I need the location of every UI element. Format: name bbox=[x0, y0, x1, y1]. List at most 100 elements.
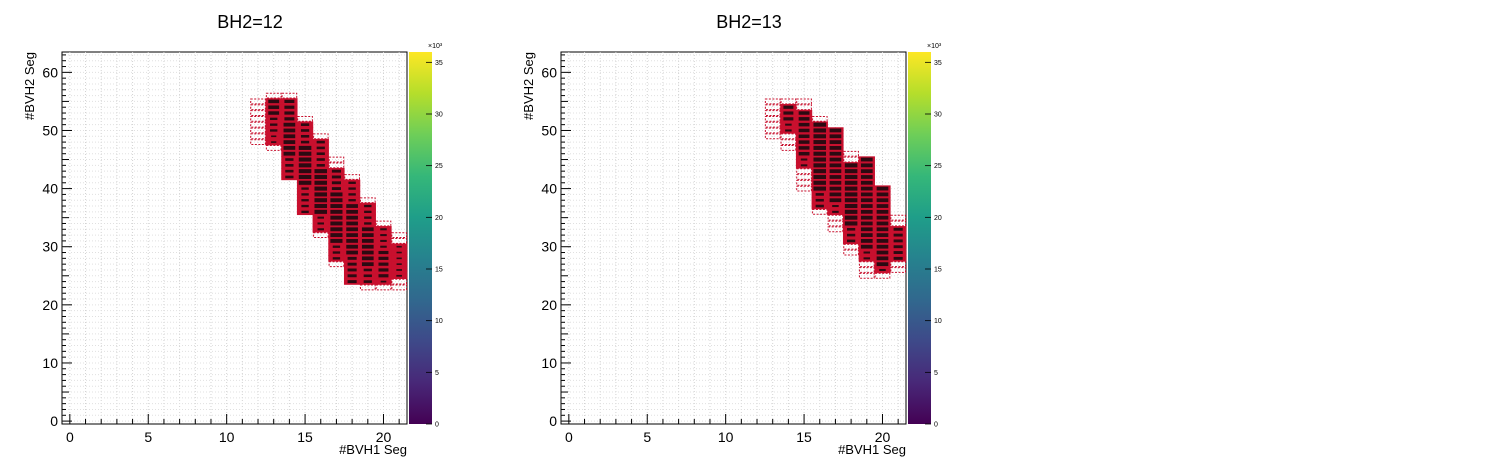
bin-content-mark bbox=[876, 204, 889, 208]
bin-content-mark bbox=[829, 140, 842, 144]
bin-content-mark bbox=[860, 215, 873, 220]
bin-content-mark bbox=[346, 209, 358, 214]
bin-content-mark bbox=[860, 180, 873, 185]
bin-content-mark bbox=[314, 180, 328, 185]
bin-content-mark bbox=[829, 146, 842, 150]
bin-content-mark bbox=[270, 129, 278, 132]
halo-cell bbox=[328, 156, 345, 163]
bin-content-mark bbox=[783, 111, 794, 115]
bin-content-mark bbox=[346, 233, 358, 237]
bin-content-mark bbox=[298, 174, 312, 180]
bin-content-mark bbox=[317, 228, 325, 231]
bin-content-mark bbox=[317, 216, 325, 219]
bin-content-mark bbox=[346, 215, 358, 220]
x-tick-label: 5 bbox=[643, 429, 651, 445]
halo-cell bbox=[764, 104, 781, 111]
bin-content-mark bbox=[317, 222, 325, 225]
bin-content-mark bbox=[844, 186, 858, 191]
bin-content-mark bbox=[380, 280, 387, 283]
bin-content-mark bbox=[268, 111, 280, 115]
colorbar-tick-label: 25 bbox=[934, 163, 942, 170]
halo-cell bbox=[796, 174, 812, 180]
halo-cell bbox=[827, 220, 844, 227]
bin-content-mark bbox=[876, 250, 889, 255]
bin-content-mark bbox=[284, 117, 295, 121]
colorbar-tick-label: 10 bbox=[435, 318, 443, 325]
bin-content-mark bbox=[347, 262, 357, 266]
bin-content-mark bbox=[268, 99, 280, 104]
bin-content-mark bbox=[332, 251, 341, 254]
bin-content-mark bbox=[348, 193, 356, 196]
bin-content-mark bbox=[300, 123, 310, 126]
halo-cell bbox=[843, 249, 859, 256]
bin-content-mark bbox=[316, 146, 325, 150]
colorbar-tick-label: 0 bbox=[435, 422, 439, 429]
bin-content-mark bbox=[863, 251, 871, 254]
colorbar-tick-label: 35 bbox=[934, 60, 942, 67]
bin-content-mark bbox=[844, 215, 858, 220]
bin-content-mark bbox=[798, 134, 810, 139]
halo-cell bbox=[796, 179, 812, 186]
bin-content-mark bbox=[813, 157, 827, 162]
bin-content-mark bbox=[876, 186, 889, 191]
bin-content-mark bbox=[298, 180, 312, 185]
halo-cell bbox=[250, 121, 266, 128]
halo-cell bbox=[843, 156, 859, 163]
bin-content-mark bbox=[860, 163, 873, 168]
bin-content-mark bbox=[844, 180, 858, 185]
bin-content-mark bbox=[378, 262, 389, 266]
halo-cell bbox=[764, 110, 781, 116]
x-tick-label: 20 bbox=[875, 429, 891, 445]
bin-content-mark bbox=[829, 192, 842, 197]
bin-content-mark bbox=[284, 105, 295, 109]
bin-content-mark bbox=[332, 245, 341, 248]
bin-content-mark bbox=[846, 227, 856, 231]
x-tick-label: 0 bbox=[565, 429, 573, 445]
y-tick-label: 10 bbox=[541, 355, 557, 371]
y-tick-label: 30 bbox=[42, 239, 58, 255]
z-scale-label: ×10³ bbox=[428, 43, 443, 50]
bin-content-mark bbox=[330, 209, 343, 214]
bin-content-mark bbox=[347, 268, 357, 272]
bin-content-mark bbox=[893, 256, 903, 260]
bin-content-mark bbox=[893, 233, 903, 237]
halo-cell bbox=[764, 98, 781, 105]
bin-content-mark bbox=[301, 193, 309, 196]
bin-content-mark bbox=[380, 228, 387, 231]
bin-content-mark bbox=[314, 192, 328, 197]
colorbar bbox=[409, 52, 432, 424]
x-tick-label: 10 bbox=[718, 429, 734, 445]
bin-content-mark bbox=[301, 210, 309, 214]
x-tick-label: 15 bbox=[297, 429, 313, 445]
bin-content-mark bbox=[361, 250, 374, 255]
bin-content-mark bbox=[283, 128, 296, 133]
bin-content-mark bbox=[314, 169, 328, 174]
bin-content-mark bbox=[876, 262, 889, 267]
bin-content-mark bbox=[798, 128, 810, 133]
halo-cell bbox=[764, 133, 781, 140]
colorbar-tick-label: 5 bbox=[435, 370, 439, 377]
y-tick-label: 40 bbox=[42, 181, 58, 197]
bin-content-mark bbox=[330, 238, 343, 243]
halo-cell bbox=[375, 220, 392, 227]
bin-content-mark bbox=[832, 205, 839, 208]
bin-content-mark bbox=[330, 227, 343, 232]
bin-content-mark bbox=[860, 239, 873, 243]
bin-content-mark bbox=[346, 250, 358, 255]
y-axis-title: #BVH2 Seg bbox=[521, 52, 536, 120]
bin-content-mark bbox=[361, 227, 374, 232]
halo-cell bbox=[250, 98, 266, 105]
bin-content-mark bbox=[316, 164, 325, 167]
bin-content-mark bbox=[876, 244, 889, 249]
bin-content-mark bbox=[363, 280, 372, 283]
bin-content-mark bbox=[300, 129, 310, 132]
bin-content-mark bbox=[396, 263, 402, 265]
bin-content-mark bbox=[285, 158, 294, 161]
bin-content-mark bbox=[813, 145, 827, 150]
x-tick-label: 5 bbox=[144, 429, 152, 445]
halo-cell bbox=[858, 267, 875, 273]
bin-content-mark bbox=[876, 209, 889, 214]
bin-content-mark bbox=[314, 209, 328, 214]
bin-content-mark bbox=[813, 180, 827, 185]
